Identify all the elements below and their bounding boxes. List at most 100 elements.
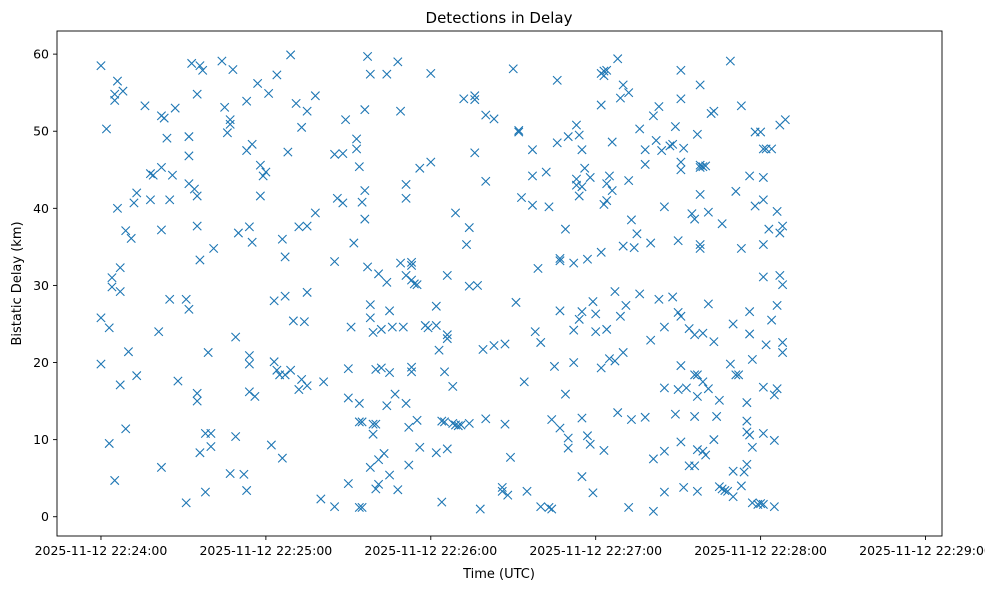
data-point xyxy=(514,125,524,136)
data-point xyxy=(382,69,392,79)
data-point xyxy=(690,330,700,340)
data-point xyxy=(434,345,444,355)
data-point xyxy=(338,148,348,159)
data-point xyxy=(577,182,587,192)
data-point xyxy=(552,75,562,85)
data-point xyxy=(624,175,634,186)
data-point xyxy=(549,361,560,371)
data-point xyxy=(599,66,609,76)
data-point xyxy=(470,148,480,158)
data-point xyxy=(613,408,623,418)
data-point xyxy=(659,202,669,212)
data-point xyxy=(698,328,708,338)
data-point xyxy=(569,357,579,368)
data-point xyxy=(500,419,510,429)
data-point xyxy=(384,367,395,378)
data-point xyxy=(431,301,441,311)
y-tick-5: 50 xyxy=(33,124,57,139)
data-point xyxy=(527,171,538,181)
data-point xyxy=(280,370,290,380)
data-point xyxy=(387,322,397,332)
data-point xyxy=(676,361,686,371)
data-point xyxy=(635,124,645,134)
data-point xyxy=(607,186,617,196)
data-point xyxy=(676,157,686,167)
data-point xyxy=(115,287,125,297)
data-point xyxy=(225,115,235,125)
data-point xyxy=(302,221,312,231)
data-point xyxy=(192,89,202,99)
data-point xyxy=(368,419,378,429)
data-point xyxy=(778,280,788,290)
data-point xyxy=(357,197,367,207)
data-point xyxy=(162,133,172,143)
data-point xyxy=(107,273,117,283)
data-point xyxy=(552,138,562,148)
data-point xyxy=(291,98,301,109)
data-point xyxy=(739,467,749,477)
data-point xyxy=(692,370,702,380)
data-point xyxy=(695,243,705,254)
data-point xyxy=(519,377,529,387)
data-point xyxy=(181,294,191,304)
data-point xyxy=(255,191,265,201)
data-point xyxy=(742,459,752,469)
data-point xyxy=(384,306,395,316)
data-point xyxy=(192,388,202,398)
data-point xyxy=(613,54,623,64)
data-point xyxy=(456,420,466,430)
data-point xyxy=(481,110,491,120)
data-point xyxy=(497,486,507,496)
data-point xyxy=(371,419,381,429)
data-point xyxy=(354,502,364,513)
data-point xyxy=(195,448,205,458)
data-point xyxy=(244,222,254,232)
data-point xyxy=(764,224,774,234)
data-point xyxy=(439,367,450,377)
data-point xyxy=(758,239,768,250)
data-point xyxy=(206,428,216,439)
y-tick-label: 30 xyxy=(33,278,49,293)
data-point xyxy=(384,470,395,480)
y-tick-label: 50 xyxy=(33,124,49,139)
data-point xyxy=(184,151,194,161)
data-point xyxy=(758,195,768,205)
data-point xyxy=(203,347,213,358)
y-tick-label: 60 xyxy=(33,47,49,62)
data-point xyxy=(668,139,678,149)
data-point xyxy=(577,307,587,317)
data-point xyxy=(478,344,488,355)
data-point xyxy=(640,145,650,155)
data-point xyxy=(316,494,326,504)
data-point xyxy=(767,315,777,325)
data-point xyxy=(250,391,260,402)
data-point xyxy=(360,186,370,196)
data-point xyxy=(489,340,499,351)
data-point xyxy=(676,437,686,447)
data-point xyxy=(453,421,463,431)
data-point xyxy=(728,466,738,476)
data-point xyxy=(239,469,249,479)
data-point xyxy=(145,195,156,205)
y-tick-label: 20 xyxy=(33,355,49,370)
data-point xyxy=(780,115,790,125)
data-point xyxy=(778,221,788,231)
data-point xyxy=(555,256,565,266)
data-point xyxy=(395,106,406,116)
data-point xyxy=(547,504,557,514)
data-point xyxy=(437,416,447,426)
data-point xyxy=(555,423,565,433)
data-point xyxy=(703,384,713,394)
data-point xyxy=(195,61,205,71)
data-point xyxy=(692,391,702,402)
data-point xyxy=(118,86,128,96)
data-point xyxy=(709,435,719,445)
data-point xyxy=(110,95,120,105)
data-point xyxy=(536,502,546,512)
data-point xyxy=(376,363,386,373)
data-point xyxy=(354,398,364,408)
data-point xyxy=(676,94,686,104)
data-point xyxy=(703,299,713,309)
data-point xyxy=(154,327,164,337)
